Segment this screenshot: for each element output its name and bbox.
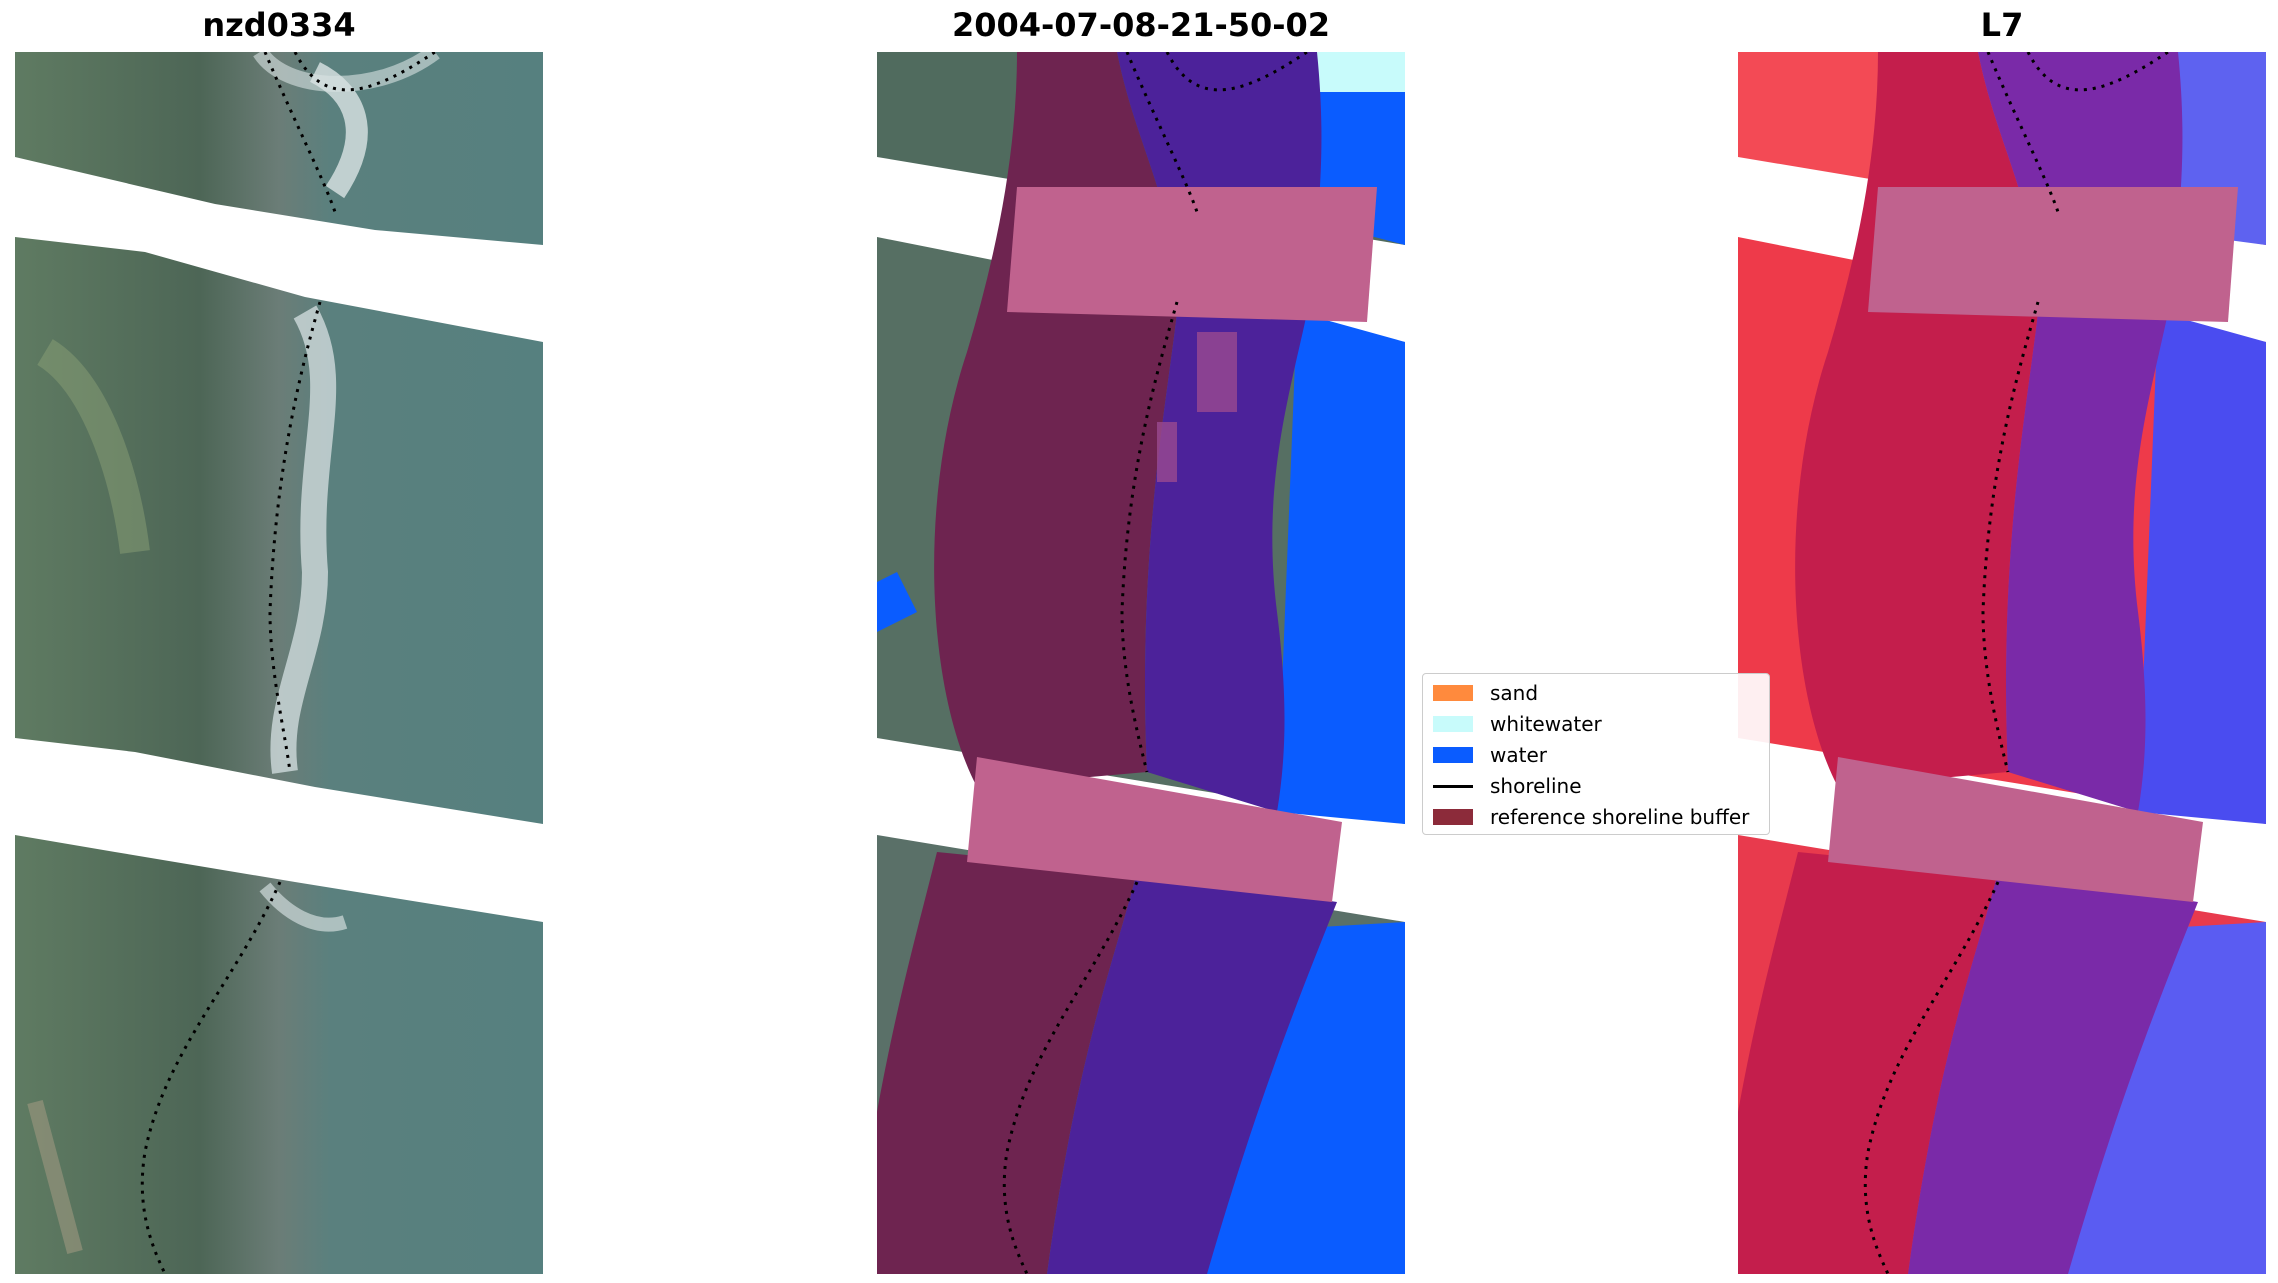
- legend-label-shoreline: shoreline: [1490, 774, 1582, 798]
- panel-title-rgb: nzd0334: [202, 6, 356, 44]
- panel-title-classified: 2004-07-08-21-50-02: [951, 6, 1331, 44]
- sand-swatch: [1433, 685, 1473, 701]
- legend-item-whitewater: whitewater: [1433, 709, 1602, 739]
- water-swatch: [1433, 747, 1473, 763]
- whitewater-swatch: [1433, 716, 1473, 732]
- legend-item-water: water: [1433, 740, 1547, 770]
- index-image: [1738, 52, 2266, 1274]
- legend-label-water: water: [1490, 743, 1547, 767]
- shoreline-line-swatch: [1433, 784, 1473, 788]
- legend-label-buffer: reference shoreline buffer: [1490, 805, 1750, 829]
- legend-item-buffer: reference shoreline buffer: [1433, 802, 1749, 832]
- legend: sand whitewater water shoreline referenc…: [1422, 673, 1770, 835]
- classified-image: [877, 52, 1405, 1274]
- buffer-swatch: [1433, 809, 1473, 825]
- legend-label-sand: sand: [1490, 681, 1539, 705]
- legend-label-whitewater: whitewater: [1490, 712, 1602, 736]
- rgb-image: [15, 52, 543, 1274]
- legend-item-shoreline: shoreline: [1433, 771, 1582, 801]
- panel-title-index: L7: [1980, 6, 2024, 44]
- legend-item-sand: sand: [1433, 678, 1538, 708]
